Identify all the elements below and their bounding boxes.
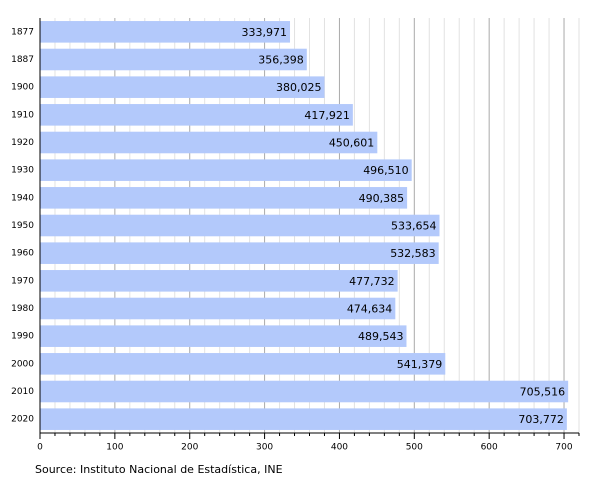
bar xyxy=(40,270,398,292)
y-tick-label: 1970 xyxy=(11,276,34,286)
x-tick-label: 600 xyxy=(481,443,498,453)
value-label: 496,510 xyxy=(363,164,409,177)
value-label: 333,971 xyxy=(242,26,288,39)
y-tick-label: 1910 xyxy=(11,110,34,120)
x-tick-label: 300 xyxy=(256,443,273,453)
bar xyxy=(40,159,412,181)
value-label: 380,025 xyxy=(276,81,322,94)
bar xyxy=(40,408,567,430)
value-label: 356,398 xyxy=(258,54,304,67)
value-label: 477,732 xyxy=(349,275,395,288)
y-tick-label: 1940 xyxy=(11,193,34,203)
bar xyxy=(40,131,378,154)
value-label: 533,654 xyxy=(391,220,437,233)
value-label: 490,385 xyxy=(359,192,405,205)
y-tick-label: 2000 xyxy=(11,359,34,369)
y-tick-label: 1920 xyxy=(11,138,34,148)
bar xyxy=(40,353,446,375)
value-label: 532,583 xyxy=(390,247,436,260)
bar xyxy=(40,380,569,403)
value-label: 474,634 xyxy=(347,303,393,316)
y-tick-label: 1930 xyxy=(11,166,34,176)
source-note: Source: Instituto Nacional de Estadístic… xyxy=(35,463,283,476)
value-label: 705,516 xyxy=(520,386,566,399)
bar xyxy=(40,76,325,98)
y-tick-label: 1990 xyxy=(11,332,34,342)
x-tick-label: 500 xyxy=(406,443,423,453)
x-tick-label: 0 xyxy=(37,443,43,453)
y-tick-label: 1887 xyxy=(11,55,34,65)
x-tick-label: 400 xyxy=(331,443,348,453)
bar xyxy=(40,104,353,126)
y-tick-label: 1960 xyxy=(11,249,34,259)
x-tick-label: 100 xyxy=(106,443,123,453)
y-tick-label: 1950 xyxy=(11,221,34,231)
bar xyxy=(40,21,291,43)
value-label: 417,921 xyxy=(304,109,350,122)
bar xyxy=(40,325,407,347)
value-label: 489,543 xyxy=(358,330,404,343)
value-label: 541,379 xyxy=(397,358,443,371)
bar xyxy=(40,297,396,320)
bar xyxy=(40,242,439,264)
y-tick-label: 1980 xyxy=(11,304,34,314)
bar xyxy=(40,214,440,237)
y-tick-label: 1877 xyxy=(11,27,34,37)
bar xyxy=(40,187,408,209)
y-tick-label: 1900 xyxy=(11,83,34,93)
bar xyxy=(40,48,307,71)
x-tick-label: 200 xyxy=(181,443,198,453)
y-tick-label: 2020 xyxy=(11,415,34,425)
x-tick-label: 700 xyxy=(555,443,572,453)
y-tick-label: 2010 xyxy=(11,387,34,397)
value-label: 703,772 xyxy=(518,413,564,426)
value-label: 450,601 xyxy=(329,137,375,150)
